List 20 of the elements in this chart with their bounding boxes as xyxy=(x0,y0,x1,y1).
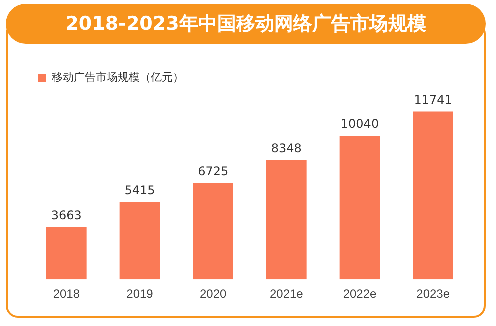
bar xyxy=(340,136,380,280)
x-tick-label: 2022e xyxy=(343,287,378,302)
x-tick-label: 2019 xyxy=(126,287,154,302)
bar xyxy=(413,112,454,280)
bar xyxy=(46,227,87,280)
bar xyxy=(266,160,307,280)
data-label: 8348 xyxy=(271,141,302,156)
data-label: 6725 xyxy=(198,164,229,179)
x-tick-label: 2020 xyxy=(200,287,228,302)
data-label: 11741 xyxy=(414,92,452,107)
x-tick-label: 2021e xyxy=(270,287,304,302)
x-tick-label: 2018 xyxy=(53,287,80,302)
bar xyxy=(120,202,160,280)
bar xyxy=(193,183,234,280)
data-label: 5415 xyxy=(124,183,156,198)
chart-title: 2018-2023年中国移动网络广告市场规模 xyxy=(6,4,486,44)
data-label: 3663 xyxy=(51,208,82,222)
data-label: 10040 xyxy=(340,117,380,132)
x-tick-label: 2023e xyxy=(416,287,450,302)
legend-label: 移动广告市场规模（亿元） xyxy=(52,70,184,85)
